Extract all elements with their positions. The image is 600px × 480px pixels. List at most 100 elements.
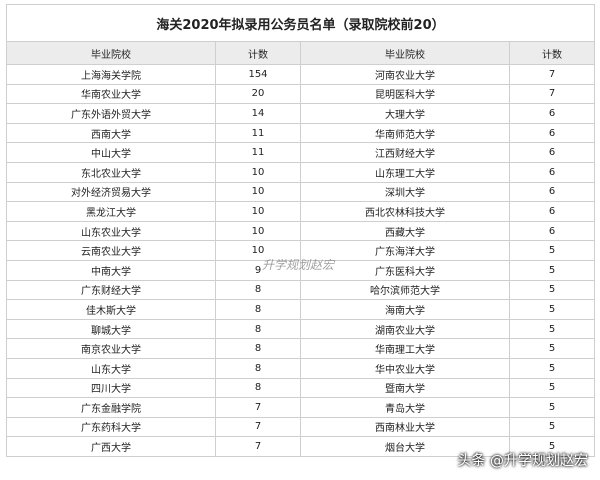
count-cell: 7 xyxy=(215,397,301,418)
school-cell: 西北农林科技大学 xyxy=(300,201,510,222)
ranking-table: 海关2020年拟录用公务员名单（录取院校前20） 毕业院校 计数 毕业院校 计数 上海… xyxy=(5,4,596,457)
table-row: 四川大学 8 暨南大学 5 xyxy=(6,377,596,399)
school-cell: 广东财经大学 xyxy=(6,279,216,301)
school-cell: 对外经济贸易大学 xyxy=(6,181,216,203)
school-cell: 广东药科大学 xyxy=(6,416,216,438)
school-cell: 中南大学 xyxy=(6,259,216,281)
count-cell: 5 xyxy=(508,240,596,261)
source-label: 头条 @升学规划赵宏 xyxy=(457,453,588,469)
table-row: 佳木斯大学 8 海南大学 5 xyxy=(6,299,596,320)
school-cell: 佳木斯大学 xyxy=(6,299,216,320)
header-cell: 毕业院校 xyxy=(300,41,510,65)
school-cell: 西南林业大学 xyxy=(300,416,510,438)
table-row: 广东外语外贸大学 14 大理大学 6 xyxy=(6,103,596,124)
count-cell: 10 xyxy=(215,161,301,183)
count-cell: 11 xyxy=(215,122,301,144)
school-cell: 华南理工大学 xyxy=(300,338,510,359)
school-cell: 黑龙江大学 xyxy=(6,201,216,222)
count-cell: 8 xyxy=(215,299,301,320)
table-row: 山东大学 8 华中农业大学 5 xyxy=(6,357,596,379)
count-cell: 5 xyxy=(508,397,596,418)
count-cell: 10 xyxy=(215,181,301,203)
header-row: 毕业院校 计数 毕业院校 计数 xyxy=(6,41,596,65)
school-cell: 哈尔滨师范大学 xyxy=(300,279,510,301)
table-row: 中山大学 11 江西财经大学 6 xyxy=(6,142,596,163)
count-cell: 10 xyxy=(215,220,301,242)
count-cell: 7 xyxy=(215,416,301,438)
header-cell: 毕业院校 xyxy=(6,41,216,65)
school-cell: 西藏大学 xyxy=(300,220,510,242)
school-cell: 山东农业大学 xyxy=(6,220,216,242)
school-cell: 广东外语外贸大学 xyxy=(6,103,216,124)
count-cell: 5 xyxy=(508,279,596,301)
count-cell: 154 xyxy=(215,64,301,85)
table-row: 云南农业大学 10 广东海洋大学 5 xyxy=(6,240,596,261)
count-cell: 6 xyxy=(508,161,596,183)
count-cell: 8 xyxy=(215,338,301,359)
school-cell: 上海海关学院 xyxy=(6,64,216,85)
school-cell: 海南大学 xyxy=(300,299,510,320)
count-cell: 5 xyxy=(508,377,596,399)
count-cell: 5 xyxy=(508,436,596,457)
school-cell: 西南大学 xyxy=(6,122,216,144)
count-cell: 5 xyxy=(508,357,596,379)
school-cell: 云南农业大学 xyxy=(6,240,216,261)
count-cell: 8 xyxy=(215,357,301,379)
table-row: 广东金融学院 7 青岛大学 5 xyxy=(6,397,596,418)
school-cell: 青岛大学 xyxy=(300,397,510,418)
count-cell: 20 xyxy=(215,83,301,105)
school-cell: 湖南农业大学 xyxy=(300,318,510,340)
school-cell: 昆明医科大学 xyxy=(300,83,510,105)
watermark: 升学规划赵宏 xyxy=(262,258,335,272)
table-row: 对外经济贸易大学 10 深圳大学 6 xyxy=(6,181,596,203)
school-cell: 华中农业大学 xyxy=(300,357,510,379)
school-cell: 河南农业大学 xyxy=(300,64,510,85)
school-cell: 东北农业大学 xyxy=(6,161,216,183)
count-cell: 6 xyxy=(508,103,596,124)
table-row: 广东财经大学 8 哈尔滨师范大学 5 xyxy=(6,279,596,301)
school-cell: 广西大学 xyxy=(6,436,216,457)
table-row: 聊城大学 8 湖南农业大学 5 xyxy=(6,318,596,340)
count-cell: 11 xyxy=(215,142,301,163)
count-cell: 6 xyxy=(508,181,596,203)
count-cell: 7 xyxy=(508,64,596,85)
count-cell: 14 xyxy=(215,103,301,124)
count-cell: 8 xyxy=(215,377,301,399)
count-cell: 10 xyxy=(215,201,301,222)
count-cell: 7 xyxy=(508,83,596,105)
school-cell: 华南师范大学 xyxy=(300,122,510,144)
school-cell: 深圳大学 xyxy=(300,181,510,203)
count-cell: 6 xyxy=(508,220,596,242)
school-cell: 江西财经大学 xyxy=(300,142,510,163)
count-cell: 6 xyxy=(508,142,596,163)
table-row: 广东药科大学 7 西南林业大学 5 xyxy=(6,416,596,438)
count-cell: 6 xyxy=(508,122,596,144)
table-row: 南京农业大学 8 华南理工大学 5 xyxy=(6,338,596,359)
count-cell: 5 xyxy=(508,318,596,340)
school-cell: 山东理工大学 xyxy=(300,161,510,183)
count-cell: 8 xyxy=(215,318,301,340)
school-cell: 四川大学 xyxy=(6,377,216,399)
school-cell: 中山大学 xyxy=(6,142,216,163)
table-row: 广西大学 7 烟台大学 5 xyxy=(6,436,596,457)
school-cell: 聊城大学 xyxy=(6,318,216,340)
count-cell: 7 xyxy=(215,436,301,457)
count-cell: 8 xyxy=(215,279,301,301)
school-cell: 暨南大学 xyxy=(300,377,510,399)
count-cell: 5 xyxy=(508,259,596,281)
table-row: 黑龙江大学 10 西北农林科技大学 6 xyxy=(6,201,596,222)
table-body: 上海海关学院 154 河南农业大学 7 华南农业大学 20 昆明医科大学 7 广东外语外贸大学 1… xyxy=(6,64,596,457)
header-cell: 计数 xyxy=(215,41,301,65)
count-cell: 5 xyxy=(508,338,596,359)
count-cell: 6 xyxy=(508,201,596,222)
count-cell: 5 xyxy=(508,299,596,320)
table-title: 海关2020年拟录用公务员名单（录取院校前20） xyxy=(5,4,596,42)
school-cell: 广东金融学院 xyxy=(6,397,216,418)
header-cell: 计数 xyxy=(508,41,596,65)
school-cell: 南京农业大学 xyxy=(6,338,216,359)
school-cell: 大理大学 xyxy=(300,103,510,124)
table-row: 西南大学 11 华南师范大学 6 xyxy=(6,122,596,144)
count-cell: 5 xyxy=(508,416,596,438)
table-row: 山东农业大学 10 西藏大学 6 xyxy=(6,220,596,242)
